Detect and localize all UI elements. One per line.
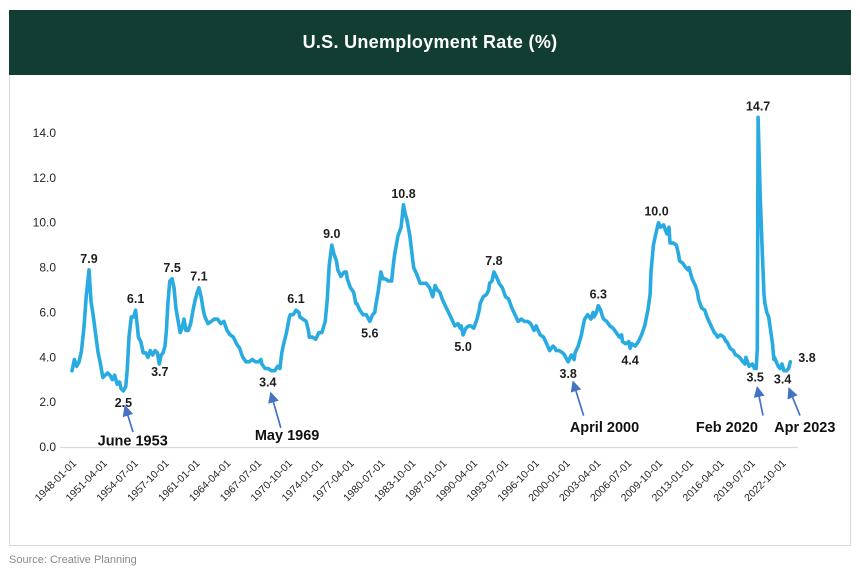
value-label: 7.9 bbox=[80, 252, 97, 266]
value-label: 7.8 bbox=[485, 254, 502, 268]
event-arrow bbox=[268, 391, 282, 429]
chart-card: U.S. Unemployment Rate (%) 0.0 2.0 4.0 6.0 8… bbox=[9, 10, 851, 546]
event-arrow bbox=[570, 380, 585, 416]
y-tick-label: 10.0 bbox=[33, 216, 57, 230]
value-label: 14.7 bbox=[746, 99, 770, 113]
event-arrow bbox=[122, 405, 134, 433]
event-label: May 1969 bbox=[255, 428, 320, 444]
y-tick-label: 4.0 bbox=[39, 350, 56, 364]
value-label: 7.1 bbox=[190, 270, 207, 284]
unemployment-line bbox=[70, 115, 793, 393]
value-label: 2.5 bbox=[115, 396, 132, 410]
y-tick-label: 6.0 bbox=[39, 305, 56, 319]
unemployment-line-chart: 0.02.04.06.08.010.012.014.01948-01-01195… bbox=[33, 99, 836, 504]
value-label: 9.0 bbox=[323, 227, 340, 241]
value-label: 3.8 bbox=[798, 351, 815, 365]
y-tick-label: 8.0 bbox=[39, 261, 56, 275]
event-label: Feb 2020 bbox=[696, 420, 758, 436]
value-label: 5.6 bbox=[361, 326, 378, 340]
value-label: 6.3 bbox=[590, 288, 607, 302]
value-label: 3.4 bbox=[259, 376, 276, 390]
source-note: Source: Creative Planning bbox=[9, 554, 137, 566]
event-label: Apr 2023 bbox=[774, 420, 835, 436]
chart-area: 0.0 2.0 4.0 6.0 8.0 10.0 12.0 14.0 1948-01-01 195… bbox=[9, 75, 851, 546]
value-label: 6.1 bbox=[127, 292, 144, 306]
value-label: 10.0 bbox=[644, 205, 668, 219]
value-label: 4.4 bbox=[621, 353, 638, 367]
value-label: 10.8 bbox=[391, 187, 415, 201]
chart-title: U.S. Unemployment Rate (%) bbox=[302, 32, 558, 52]
value-label: 3.8 bbox=[560, 367, 577, 381]
event-arrow bbox=[753, 385, 765, 416]
value-label: 3.4 bbox=[774, 373, 791, 387]
value-label: 5.0 bbox=[454, 340, 471, 354]
event-label: June 1953 bbox=[98, 434, 168, 450]
value-label: 7.5 bbox=[163, 261, 180, 275]
y-tick-label: 14.0 bbox=[33, 126, 57, 140]
y-tick-label: 0.0 bbox=[39, 440, 56, 454]
value-label: 3.7 bbox=[151, 365, 168, 379]
y-tick-label: 2.0 bbox=[39, 395, 56, 409]
value-label: 3.5 bbox=[747, 371, 764, 385]
event-label: April 2000 bbox=[570, 420, 639, 436]
event-arrow bbox=[787, 387, 801, 416]
chart-title-bar: U.S. Unemployment Rate (%) bbox=[9, 10, 851, 75]
value-label: 6.1 bbox=[287, 292, 304, 306]
y-tick-label: 12.0 bbox=[33, 171, 57, 185]
